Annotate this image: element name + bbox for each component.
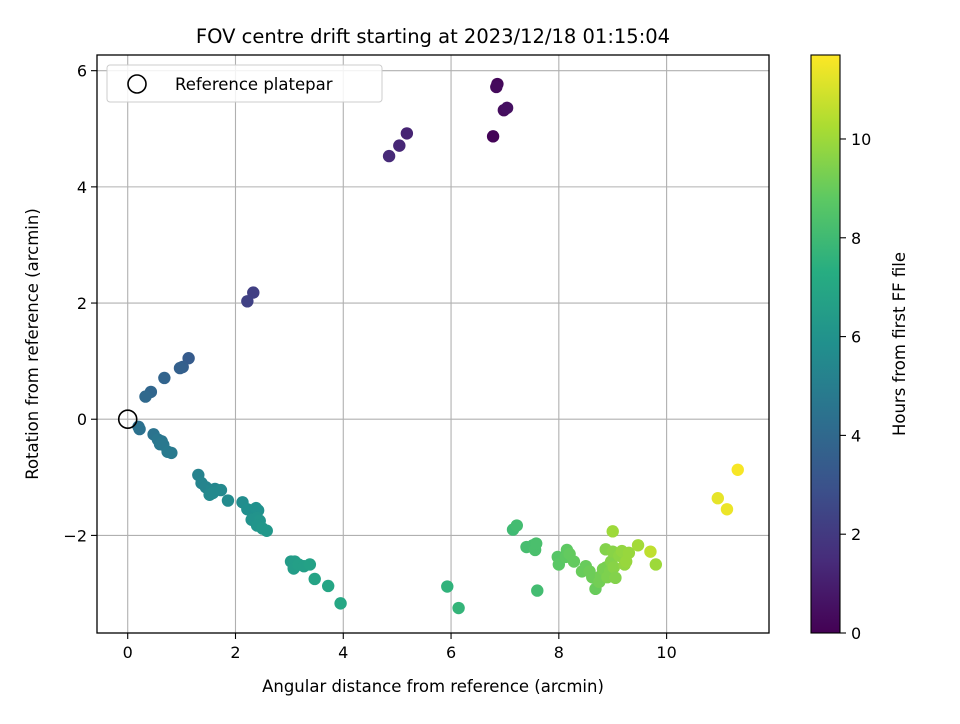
data-point	[247, 286, 260, 299]
data-points	[132, 77, 744, 615]
data-point	[644, 545, 657, 558]
x-tick-label: 6	[446, 643, 456, 662]
colorbar-ticks: 0 2 4 6 8 10	[840, 130, 871, 643]
data-point	[720, 503, 734, 516]
colorbar-tick-label: 6	[851, 328, 861, 347]
x-tick-label: 8	[554, 643, 564, 662]
colorbar-tick-label: 8	[851, 229, 861, 248]
data-point	[607, 561, 620, 574]
y-tick-label: 2	[77, 294, 87, 313]
data-point	[486, 130, 500, 143]
x-axis-label: Angular distance from reference (arcmin)	[262, 677, 604, 696]
data-point	[182, 352, 195, 365]
colorbar-label: Hours from first FF file	[890, 252, 909, 436]
x-axis-ticks: 0 2 4 6 8 10	[123, 633, 677, 662]
colorbar-tick-label: 2	[851, 525, 861, 544]
data-point	[529, 537, 543, 550]
plot-frame	[96, 54, 770, 634]
x-tick-label: 0	[123, 643, 133, 662]
x-tick-label: 4	[338, 643, 348, 662]
data-point	[393, 139, 406, 152]
data-point	[241, 295, 254, 308]
data-point	[139, 390, 152, 403]
data-point	[260, 524, 273, 537]
data-point	[622, 546, 636, 560]
data-point	[606, 525, 619, 538]
colorbar-tick-label: 0	[851, 624, 861, 643]
data-point	[133, 422, 146, 436]
data-point	[510, 519, 523, 532]
y-tick-label: −2	[63, 526, 87, 545]
x-tick-label: 2	[230, 643, 240, 662]
data-point	[567, 555, 581, 568]
data-point	[321, 579, 335, 593]
y-tick-label: 0	[77, 410, 87, 429]
data-point	[531, 584, 544, 597]
data-point	[400, 127, 414, 140]
data-point	[382, 149, 396, 163]
reference-point-marker	[117, 409, 138, 430]
data-point	[731, 463, 744, 476]
y-tick-label: 4	[77, 178, 87, 197]
y-axis-label: Rotation from reference (arcmin)	[23, 208, 42, 480]
legend-label: Reference platepar	[175, 75, 333, 94]
chart-title: FOV centre drift starting at 2023/12/18 …	[196, 25, 670, 48]
data-point	[649, 558, 663, 571]
colorbar-tick-label: 4	[851, 426, 861, 445]
y-tick-label: 6	[77, 62, 87, 81]
data-point	[308, 572, 321, 586]
data-point	[158, 371, 171, 385]
data-point	[490, 80, 503, 94]
grid	[97, 55, 769, 633]
y-axis-ticks: −2 0 2 4 6	[63, 62, 97, 545]
data-point	[334, 597, 347, 610]
colorbar-tick-label: 10	[851, 130, 871, 149]
legend: Reference platepar	[106, 64, 383, 103]
data-point	[173, 361, 187, 375]
legend-marker	[127, 74, 147, 94]
data-point	[631, 539, 645, 552]
legend-box	[106, 64, 383, 103]
data-point	[441, 580, 454, 593]
data-point	[711, 492, 725, 505]
x-tick-label: 10	[656, 643, 676, 662]
data-point	[500, 101, 514, 115]
data-point	[165, 446, 178, 460]
colorbar	[810, 54, 841, 634]
data-point	[452, 601, 465, 615]
data-point	[214, 483, 228, 497]
data-point	[221, 494, 235, 507]
data-point	[609, 571, 622, 585]
data-point	[303, 558, 317, 571]
